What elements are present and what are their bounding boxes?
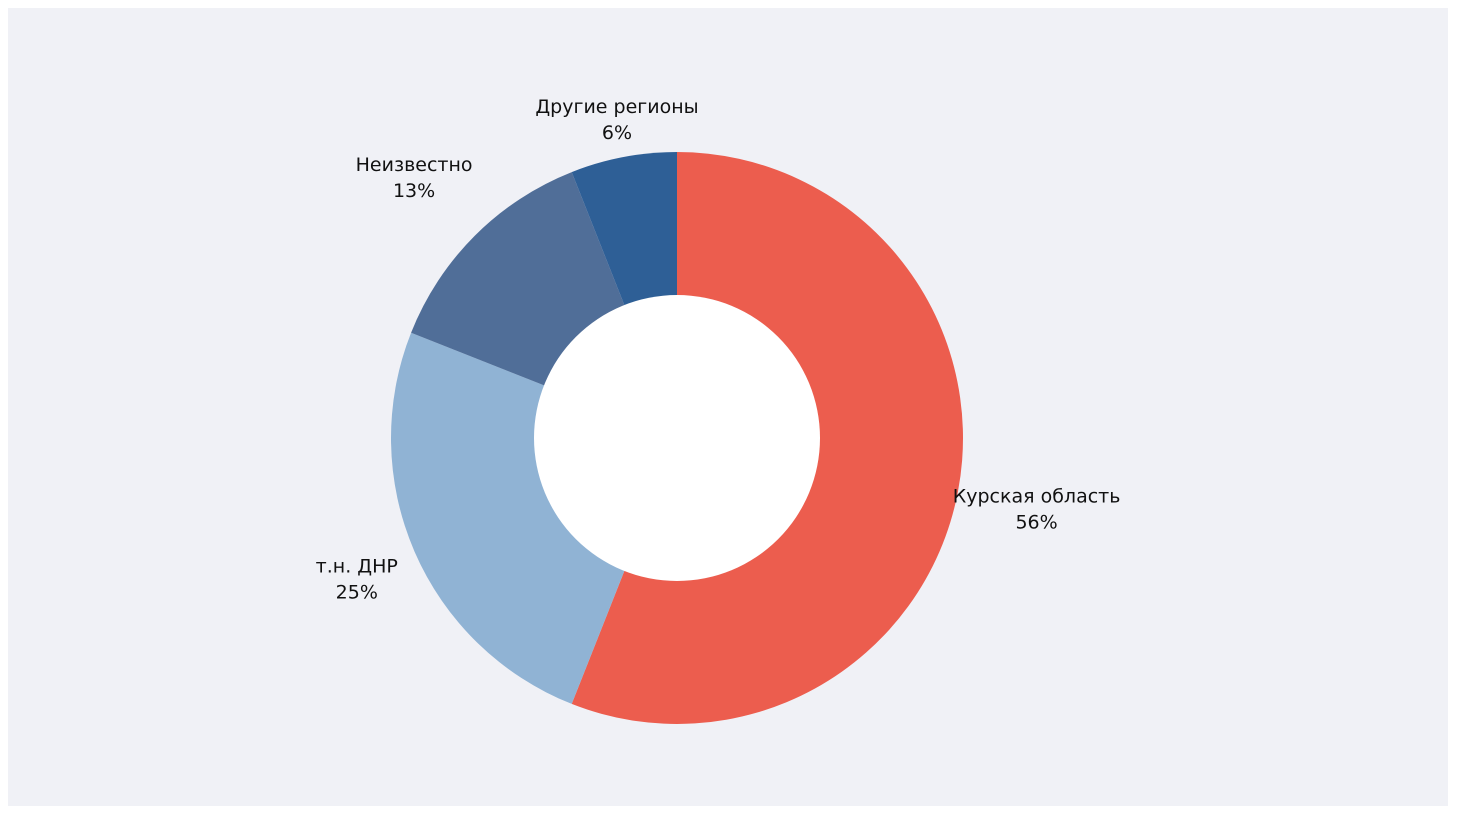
labels-group: Курская область 56% т.н. ДНР 25% Неизвестно 1… [316,96,1121,604]
slice-2-category-label: т.н. ДНР [316,556,398,578]
slice-4-value-label: 6% [602,122,632,144]
slice-1-value-label: 56% [1015,512,1057,534]
donut-hole [534,295,820,581]
slice-3-category-label: Неизвестно [356,154,473,176]
slice-3-value-label: 13% [393,180,435,202]
slice-1-category-label: Курская область [953,486,1121,508]
slice-4-category-label: Другие регионы [535,96,698,118]
slice-2-value-label: 25% [336,582,378,604]
